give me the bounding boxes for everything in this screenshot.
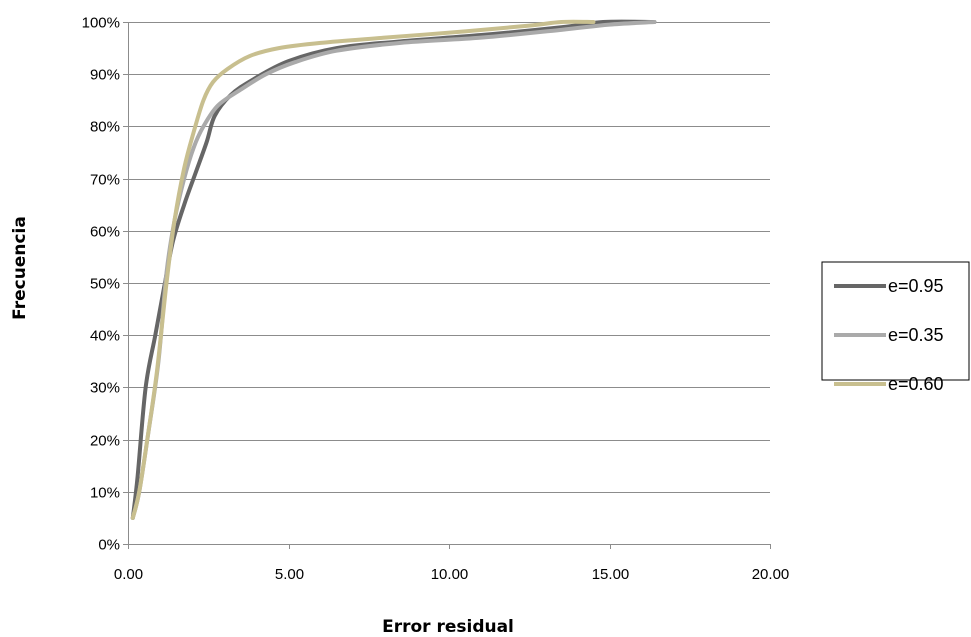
y-tick-label: 90% [90, 67, 120, 84]
y-tick-label: 60% [90, 224, 120, 241]
legend-label: e=0.35 [888, 325, 944, 345]
y-tick-label: 70% [90, 172, 120, 189]
series-line-2 [130, 20, 657, 520]
gridlines [128, 22, 770, 493]
x-tick-label: 10.00 [431, 566, 469, 583]
legend-label: e=0.95 [888, 276, 944, 296]
x-tick-label: 20.00 [752, 566, 790, 583]
y-tick-label: 30% [90, 380, 120, 397]
x-tick-label: 15.00 [592, 566, 630, 583]
x-tick-label: 5.00 [275, 566, 304, 583]
y-tick-label: 20% [90, 433, 120, 450]
y-tick-labels: 0% 10% 20% 30% 40% 50% 60% 70% 80% 90% 100% [82, 15, 120, 554]
y-tick-label: 50% [90, 276, 120, 293]
x-tick-labels: 0.00 5.00 10.00 15.00 20.00 [114, 566, 789, 583]
y-tick-label: 100% [82, 15, 120, 32]
y-tick-label: 0% [98, 537, 120, 554]
x-axis-title: Error residual [382, 617, 514, 637]
y-tick-label: 40% [90, 328, 120, 345]
series-lines [130, 19, 657, 520]
y-tick-label: 80% [90, 119, 120, 136]
legend-box [821, 261, 970, 381]
y-axis-title: Frecuencia [10, 216, 30, 320]
series-line-3 [130, 19, 596, 520]
series-line-1 [130, 19, 657, 520]
x-tick-label: 0.00 [114, 566, 143, 583]
legend: e=0.95 e=0.35 e=0.60 [821, 261, 970, 394]
y-tick-label: 10% [90, 485, 120, 502]
axes [123, 22, 771, 549]
legend-label: e=0.60 [888, 374, 944, 394]
